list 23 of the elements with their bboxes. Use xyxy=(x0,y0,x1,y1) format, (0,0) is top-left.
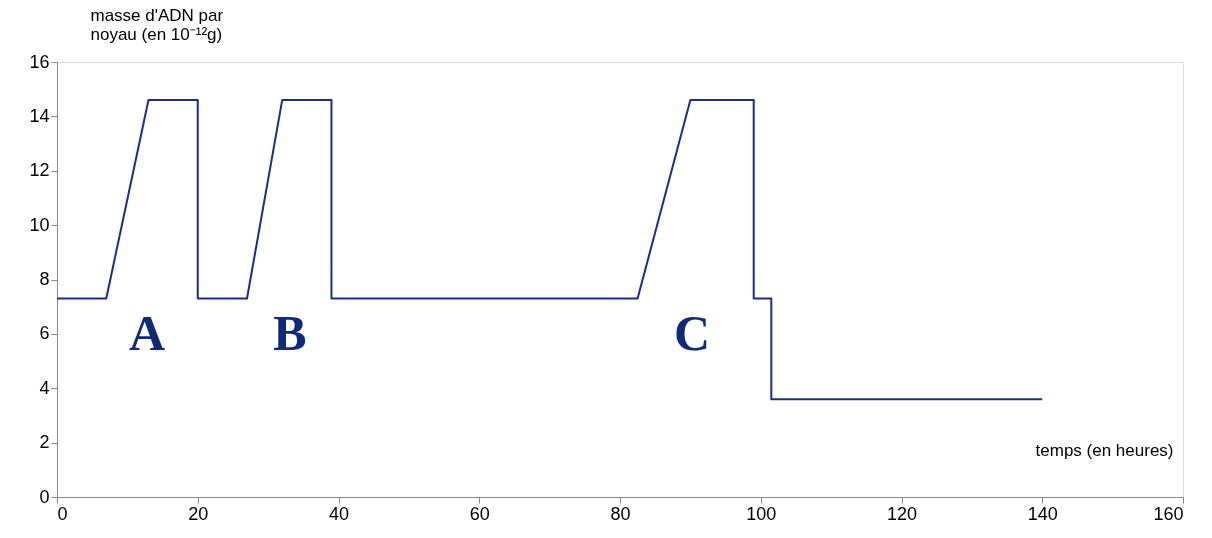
y-tick-label: 10 xyxy=(29,214,50,235)
x-axis-title: temps (en heures) xyxy=(1035,440,1174,460)
x-tick-label: 100 xyxy=(746,503,777,524)
annotation: C xyxy=(673,305,711,361)
x-tick-label: 160 xyxy=(1153,503,1184,524)
y-tick-label: 4 xyxy=(39,377,50,398)
x-tick-label: 0 xyxy=(57,503,68,524)
annotation: B xyxy=(273,305,307,361)
y-tick-label: 12 xyxy=(29,160,50,181)
annotation: A xyxy=(128,305,166,361)
y-axis-title: masse d'ADN par noyau (en 10⁻¹²g) xyxy=(90,5,224,44)
y-tick-label: 6 xyxy=(39,323,50,344)
y-tick-label: 14 xyxy=(29,105,50,126)
x-tick-label: 20 xyxy=(188,503,209,524)
y-tick-label: 0 xyxy=(39,486,50,507)
y-tick-label: 2 xyxy=(39,432,50,453)
x-tick-label: 80 xyxy=(610,503,631,524)
x-tick-label: 60 xyxy=(469,503,490,524)
x-tick-label: 40 xyxy=(328,503,350,524)
x-tick-label: 140 xyxy=(1027,503,1058,524)
x-tick-label: 120 xyxy=(886,503,918,524)
y-tick-label: 8 xyxy=(39,269,50,289)
y-tick-label: 16 xyxy=(29,51,50,72)
